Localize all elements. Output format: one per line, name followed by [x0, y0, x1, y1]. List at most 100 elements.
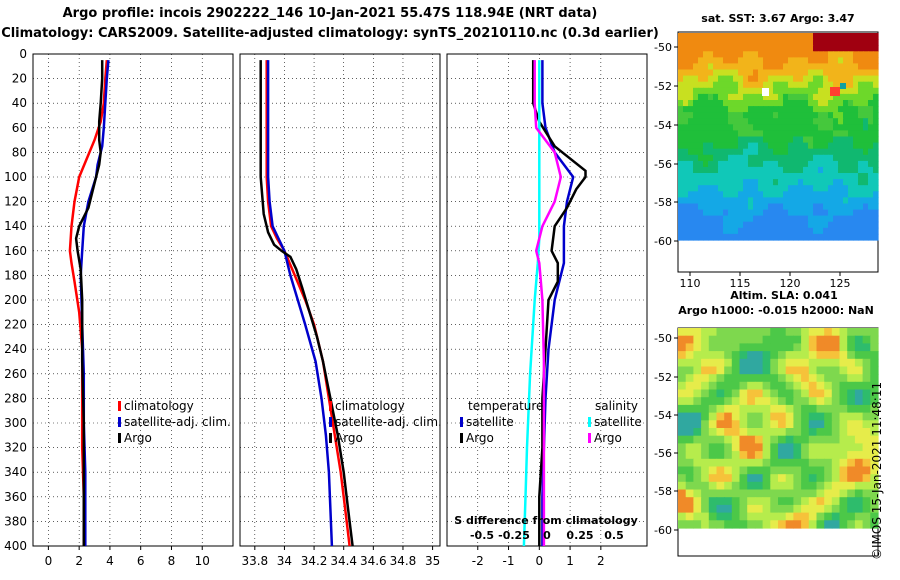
heatmap-cell [785, 397, 794, 406]
heatmap-cell [854, 328, 864, 337]
heatmap-cell [733, 197, 739, 205]
heatmap-cell [803, 148, 809, 156]
heatmap-cell [868, 233, 874, 241]
heatmap-cell [828, 166, 834, 174]
heatmap-cell [773, 130, 779, 138]
heatmap-cell [716, 328, 725, 337]
heatmap-cell [778, 148, 784, 156]
heatmap-cell [723, 130, 729, 138]
heatmap-cell [863, 130, 869, 138]
heatmap-cell [785, 489, 794, 498]
heatmap-cell [688, 124, 694, 131]
heatmap-cell [870, 481, 879, 491]
heatmap-cell [778, 45, 784, 52]
heatmap-cell [773, 93, 779, 101]
heatmap-cell [733, 33, 739, 40]
heatmap-cell [713, 39, 719, 46]
heatmap-cell [813, 173, 819, 180]
heatmap-cell [724, 489, 733, 498]
heatmap-cell [816, 435, 825, 444]
heatmap-cell [683, 57, 689, 65]
heatmap-cell [701, 335, 710, 344]
heatmap-cell [824, 435, 833, 444]
heatmap-cell [813, 179, 819, 186]
heatmap-cell [754, 435, 764, 444]
heatmap-cell [854, 435, 864, 444]
heatmap-cell [868, 124, 874, 131]
heatmap-cell [713, 185, 719, 192]
heatmap-cell [698, 197, 704, 205]
heatmap-cell [703, 148, 709, 156]
heatmap-cell [839, 343, 848, 352]
heatmap-cell [785, 428, 794, 437]
heatmap-cell [847, 374, 856, 383]
heatmap-cell [862, 474, 871, 483]
heatmap-cell [868, 75, 874, 83]
heatmap-cell [793, 520, 802, 529]
heatmap-cell [848, 57, 854, 65]
heatmap-cell [862, 389, 871, 398]
heatmap-cell [873, 39, 879, 46]
heatmap-cell [778, 504, 787, 514]
heatmap-cell [868, 81, 874, 89]
heatmap-cell [778, 397, 787, 406]
heatmap-cell [683, 130, 689, 138]
heatmap-cell [831, 389, 841, 398]
heatmap-cell [703, 100, 709, 107]
heatmap-cell [870, 489, 879, 498]
heatmap-cell [731, 404, 741, 414]
heatmap-cell [873, 185, 879, 192]
heatmap-cell [858, 203, 864, 211]
heatmap-cell [785, 404, 794, 414]
heatmap-cell [854, 512, 864, 521]
heatmap-cell [868, 63, 874, 71]
heatmap-cell [739, 328, 748, 337]
heatmap-cell [773, 124, 779, 131]
heatmap-cell [831, 335, 841, 344]
heatmap-cell [824, 397, 833, 406]
y-tick-label: 120 [4, 195, 27, 209]
y-tick-label: 240 [4, 342, 27, 356]
heatmap-cell [863, 124, 869, 131]
heatmap-cell [763, 154, 769, 162]
heatmap-cell [743, 185, 749, 192]
heatmap-cell [862, 489, 871, 498]
heatmap-cell [870, 404, 879, 414]
heatmap-cell [733, 160, 739, 168]
heatmap-cell [828, 63, 834, 71]
heatmap-cell [863, 81, 869, 89]
heatmap-cell [758, 124, 764, 131]
heatmap-cell [753, 185, 759, 192]
heatmap-cell [823, 221, 829, 229]
heatmap-cell [808, 389, 818, 398]
heatmap-cell [783, 166, 789, 174]
heatmap-cell [698, 112, 704, 119]
heatmap-cell [808, 358, 818, 368]
heatmap-cell [873, 142, 879, 150]
heatmap-cell [683, 93, 689, 101]
heatmap-cell [816, 497, 825, 506]
heatmap-cell [823, 227, 829, 235]
heatmap-cell [758, 197, 764, 205]
heatmap-cell [703, 124, 709, 131]
heatmap-cell [788, 57, 794, 65]
heatmap-cell [753, 33, 759, 40]
heatmap-cell [816, 520, 825, 529]
heatmap-cell [778, 185, 784, 192]
heatmap-cell [708, 412, 718, 421]
heatmap-cell [816, 458, 825, 468]
heatmap-cell [870, 397, 879, 406]
heatmap-cell [768, 166, 774, 174]
heatmap-cell [728, 179, 734, 186]
heatmap-cell [738, 148, 744, 156]
heatmap-cell [716, 458, 725, 468]
heatmap-cell [863, 227, 869, 235]
y-tick-label: 20 [12, 72, 27, 86]
heatmap-cell [793, 335, 802, 344]
heatmap-cell [678, 381, 687, 391]
heatmap-cell [685, 335, 694, 344]
heatmap-cell [754, 520, 764, 529]
heatmap-cell [754, 366, 764, 375]
heatmap-cell [808, 451, 818, 460]
heatmap-cell [773, 87, 779, 95]
